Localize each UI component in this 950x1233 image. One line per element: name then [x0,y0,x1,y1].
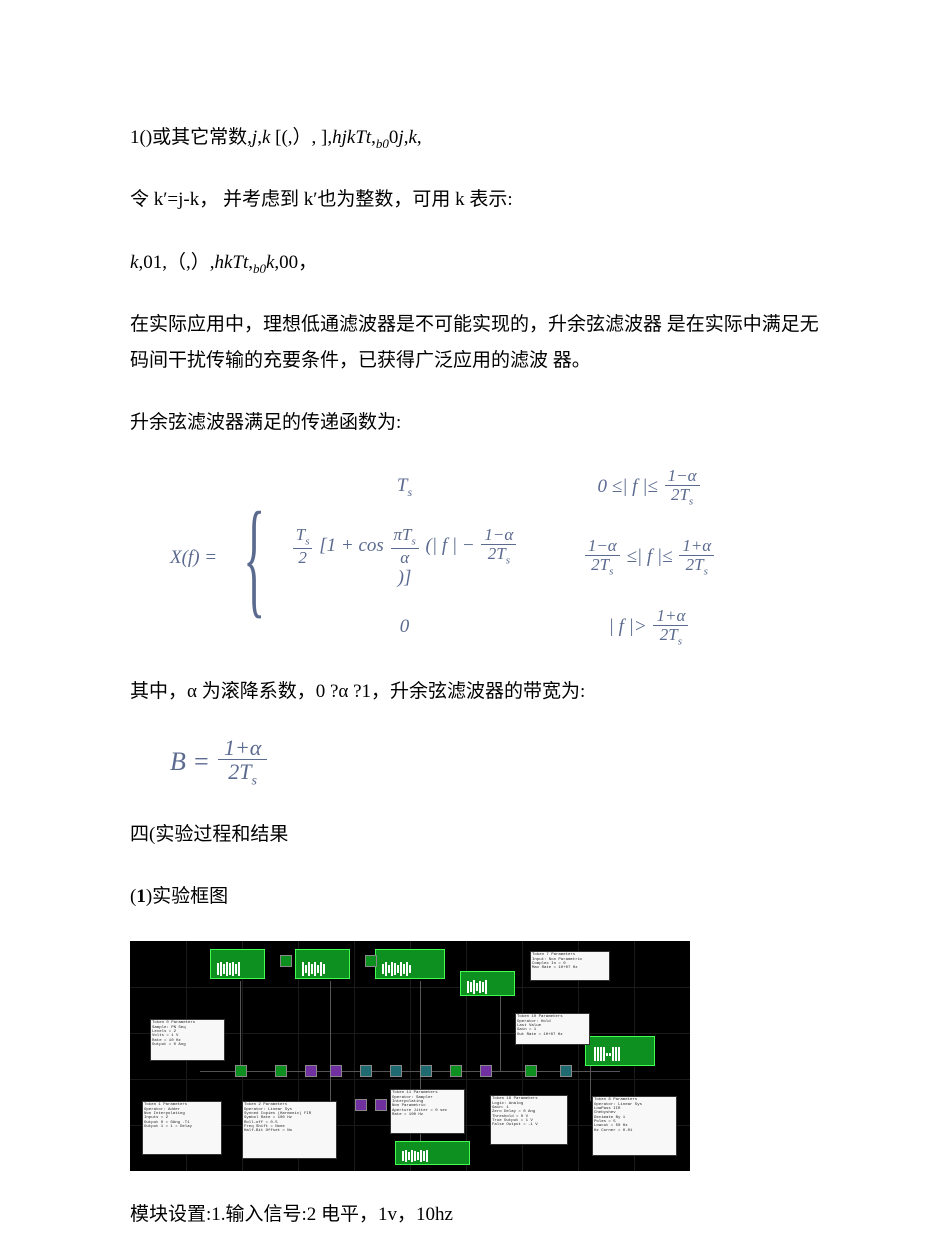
formula-bandwidth: B = 1+α 2Ts [170,736,820,789]
sub: s [412,536,416,548]
text: )实验框图 [146,886,228,907]
text: , [417,127,422,148]
param-box: Token 7 ParametersInput: Non ParametricC… [530,951,610,981]
paragraph-7: 四(实验过程和结果 [130,817,820,853]
case-2: Ts2 [1 + cos πTsα (| f | − 1−α2Ts )] 1−α… [290,526,750,589]
param-box: Token 0 ParametersSample: PN SeqLevels =… [150,1019,225,1061]
sub-s: s [407,485,412,499]
scope-box [375,949,445,979]
den: 2T [686,555,704,574]
zero: 0 [290,616,520,638]
node [305,1065,317,1077]
scope-box [295,949,350,979]
paragraph-6: 其中，α 为滚降系数，0 ?α ?1，升余弦滤波器的带宽为: [130,674,820,710]
den: 2T [488,544,506,563]
text: ,01,（,）, [138,252,214,273]
var-hjktt: hjkTt [332,127,371,148]
node [525,1065,537,1077]
node [360,1065,372,1077]
param-box: Token 10 ParametersOperator: HoldLast Va… [515,1013,590,1045]
cos: [1 + cos [319,535,384,556]
num: 1−α [481,526,516,545]
text: 1()或其它常数, [130,127,252,148]
var-hktt: hkTt [214,252,248,273]
den: 2T [228,759,251,784]
wire [330,981,331,1121]
node [560,1065,572,1077]
sub: s [689,496,693,508]
paragraph-2: 令 k′=j-k， 并考虑到 k′也为整数，可用 k 表示: [130,182,820,218]
param-box: Token 16 ParametersLogic: AnalogGain: 1Z… [490,1095,568,1145]
node [420,1065,432,1077]
case-3: 0 | f |> 1+α2Ts [290,607,750,648]
den: 2T [591,555,609,574]
cond: 0 ≤| f |≤ [598,476,658,497]
num: 1−α [585,537,620,556]
abs: (| f | − [426,535,475,556]
var-ts: T [397,475,408,496]
node [480,1065,492,1077]
paragraph-1: 1()或其它常数,j,k [(,）, ],hjkTt,b00j,k, [130,120,820,156]
node [235,1065,247,1077]
text: 0 [389,127,399,148]
cond: ≤| f |≤ [626,546,672,567]
wire [240,981,241,1071]
num: 1+α [218,736,267,760]
sub: s [252,773,257,788]
formula-lhs: X(f) = [170,547,217,569]
scope-box [395,1141,470,1165]
formula-lhs: B = [170,747,210,777]
num: 1+α [653,607,688,626]
grid [130,987,690,988]
scope-box [460,971,515,996]
node [365,955,377,967]
den: 2 [295,549,310,567]
cond: | f |> [609,616,647,637]
num: πT [394,525,412,544]
den: α [397,549,412,567]
text-bold: 1 [136,886,146,907]
param-box: Token 11 ParametersOperator: SamplerInte… [390,1089,465,1134]
param-box: Token 1 ParametersOperator: AdderNon Int… [142,1101,222,1155]
sub: s [506,554,510,566]
close: )] [398,567,412,588]
text: [(,）, ], [270,127,332,148]
node [280,955,292,967]
den: 2T [660,625,678,644]
node [275,1065,287,1077]
node [375,1099,387,1111]
paragraph-3: k,01,（,）,hkTt,b0k,00， [130,245,820,281]
paragraph-9: 模块设置:1.输入信号:2 电平，1v，10hz [130,1197,820,1233]
var-k: k [408,127,416,148]
sub: s [678,635,682,647]
param-box: Token 2 ParametersOperator: Linear SysSy… [242,1101,337,1159]
sub: s [305,536,309,548]
param-box: Token 8 ParametersOperator: Linear SysLo… [592,1096,677,1156]
case-1: Ts 0 ≤| f |≤ 1−α2Ts [290,467,750,508]
num: 1−α [668,466,697,485]
grid [130,1079,690,1080]
scope-box [585,1036,655,1066]
brace-icon: { [243,493,265,623]
block-diagram: Token 7 ParametersInput: Non ParametricC… [130,941,690,1171]
paragraph-8: (1)实验框图 [130,879,820,915]
sub: s [704,565,708,577]
text: ,00， [274,252,317,273]
paragraph-4: 在实际应用中，理想低通滤波器是不可能实现的，升余弦滤波器 是在实际中满足无码间干… [130,307,820,379]
sub: s [609,565,613,577]
den: 2T [671,485,689,504]
node [450,1065,462,1077]
grid [354,941,355,1171]
num: T [296,525,305,544]
paragraph-5: 升余弦滤波器满足的传递函数为: [130,405,820,441]
node [330,1065,342,1077]
node [390,1065,402,1077]
formula-cases: Ts 0 ≤| f |≤ 1−α2Ts Ts2 [1 + cos πTsα (|… [290,467,750,647]
formula-transfer-function: X(f) = { Ts 0 ≤| f |≤ 1−α2Ts Ts2 [1 + co… [170,467,820,647]
num: 1+α [679,537,714,556]
scope-box [210,949,265,979]
node [355,1099,367,1111]
wire [200,1071,620,1072]
